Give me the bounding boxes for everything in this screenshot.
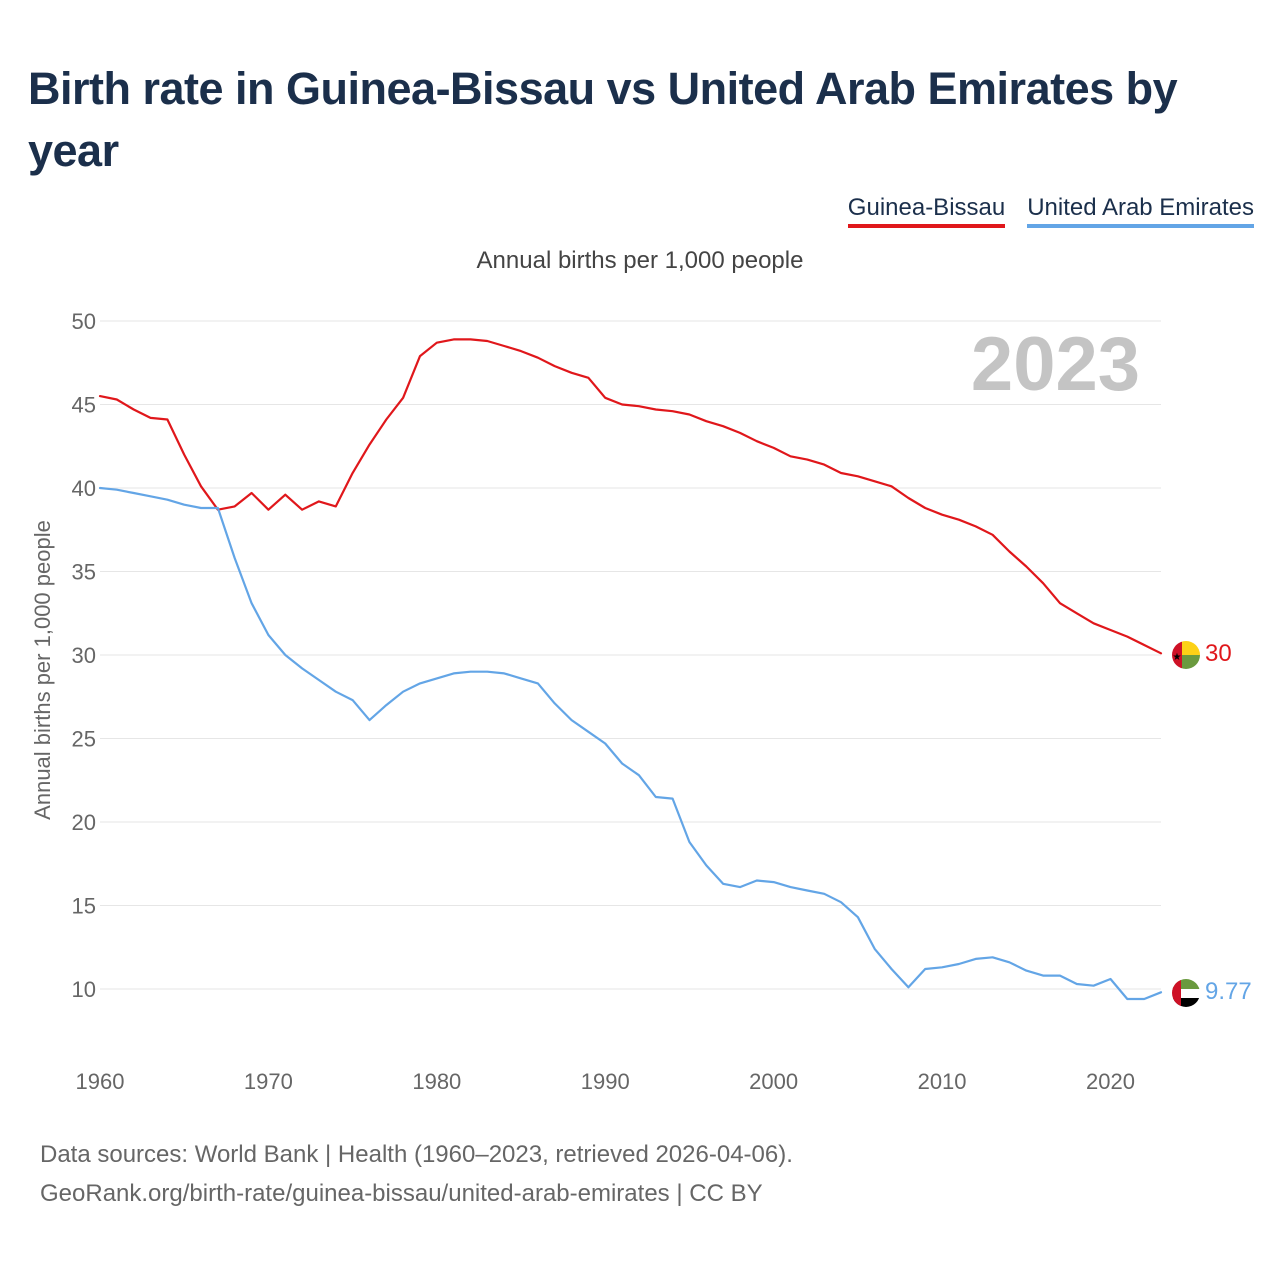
y-tick-label: 50 bbox=[72, 309, 96, 334]
series-line-united-arab-emirates bbox=[98, 486, 1163, 1001]
series-lines bbox=[98, 338, 1163, 1001]
legend-item-guinea-bissau[interactable]: Guinea-Bissau bbox=[847, 194, 1006, 228]
chart-title: Birth rate in Guinea-Bissau vs United Ar… bbox=[28, 63, 1178, 176]
y-tick-label: 40 bbox=[72, 476, 96, 501]
chart-subtitle: Annual births per 1,000 people bbox=[476, 247, 804, 274]
line-chart: 10 15 20 25 30 35 40 45 50 1960 1970 1980 1990 2000 2… bbox=[30, 309, 1252, 1094]
y-tick-label: 10 bbox=[72, 977, 96, 1002]
y-tick-label: 35 bbox=[72, 560, 96, 585]
y-axis-ticks: 10 15 20 25 30 35 40 45 50 bbox=[72, 309, 96, 1002]
x-axis-ticks: 1960 1970 1980 1990 2000 2010 2020 bbox=[76, 1069, 1135, 1094]
y-tick-label: 30 bbox=[72, 643, 96, 668]
x-tick-label: 1980 bbox=[412, 1069, 461, 1094]
y-tick-label: 20 bbox=[72, 810, 96, 835]
gridlines bbox=[100, 320, 1161, 990]
series-line-guinea-bissau bbox=[98, 338, 1163, 655]
x-tick-label: 2020 bbox=[1086, 1069, 1135, 1094]
uae-end-label: 9.77 bbox=[1205, 978, 1252, 1005]
legend: Guinea-Bissau United Arab Emirates bbox=[847, 194, 1254, 228]
footer: Data sources: World Bank | Health (1960–… bbox=[40, 1135, 793, 1213]
footer-link: GeoRank.org/birth-rate/guinea-bissau/uni… bbox=[40, 1180, 763, 1207]
uae-flag bbox=[1172, 979, 1200, 1007]
guinea-bissau-end-label: 30 bbox=[1205, 640, 1232, 667]
legend-item-uae[interactable]: United Arab Emirates bbox=[1027, 194, 1254, 228]
x-tick-label: 1990 bbox=[581, 1069, 630, 1094]
svg-text:★: ★ bbox=[1173, 652, 1182, 663]
x-tick-label: 2010 bbox=[918, 1069, 967, 1094]
y-tick-label: 15 bbox=[72, 894, 96, 919]
footer-sources: Data sources: World Bank | Health (1960–… bbox=[40, 1141, 793, 1168]
year-watermark: 2023 bbox=[971, 322, 1140, 407]
x-tick-label: 1960 bbox=[76, 1069, 125, 1094]
y-tick-label: 25 bbox=[72, 727, 96, 752]
y-axis-label: Annual births per 1,000 people bbox=[30, 520, 55, 820]
x-tick-label: 1970 bbox=[244, 1069, 293, 1094]
y-tick-label: 45 bbox=[72, 393, 96, 418]
x-tick-label: 2000 bbox=[749, 1069, 798, 1094]
guinea-bissau-flag: ★ bbox=[1172, 641, 1200, 669]
